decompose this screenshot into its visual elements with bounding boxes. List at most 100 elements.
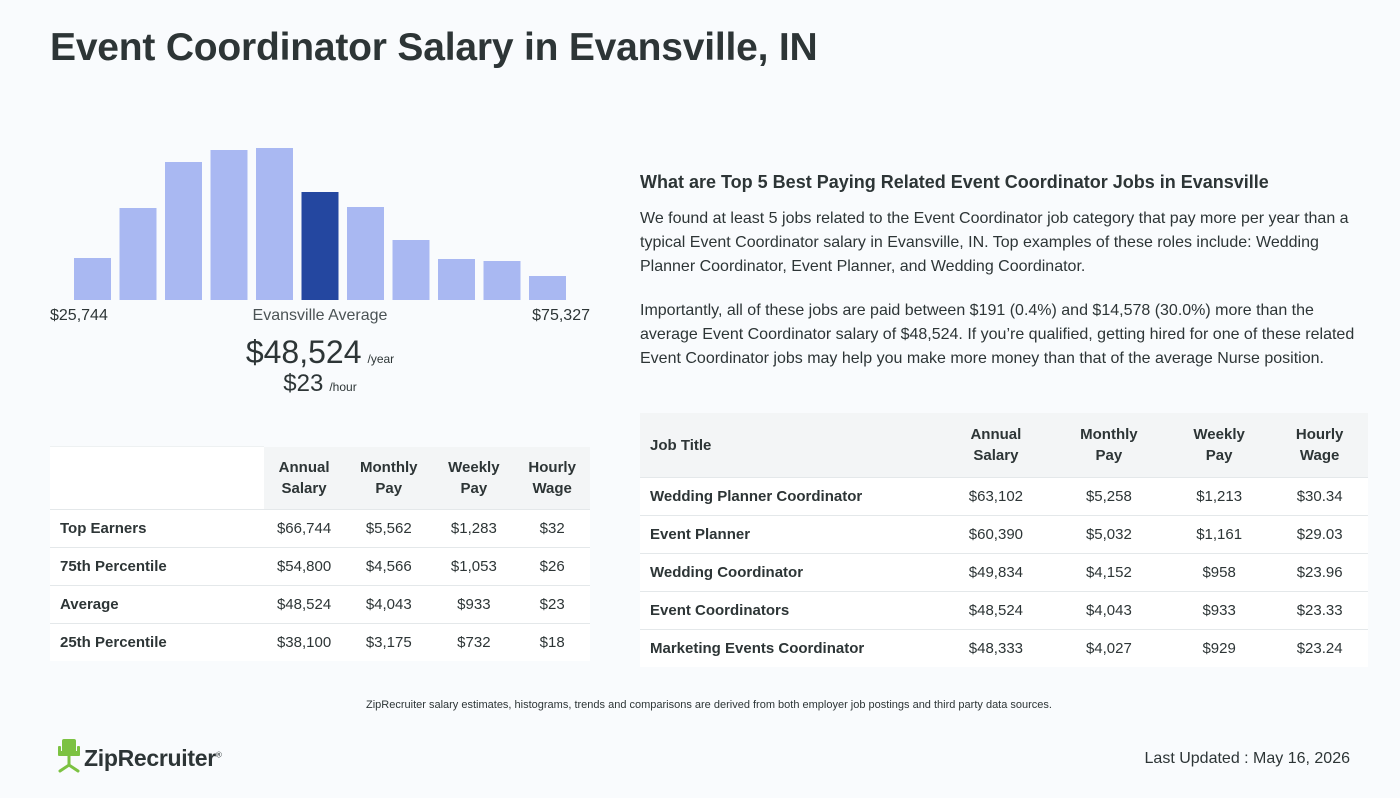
histogram-bar bbox=[347, 207, 384, 300]
logo-text: ZipRecruiter® bbox=[84, 744, 222, 772]
job-row: Marketing Events Coordinator $48,333 $4,02… bbox=[640, 629, 1368, 667]
job-title-cell: Event Coordinators bbox=[640, 591, 941, 630]
related-jobs-table: Job Title Annual Salary Monthly Pay Weekly… bbox=[640, 413, 1368, 667]
header-monthly-pay: Monthly Pay bbox=[1050, 413, 1167, 478]
annual-unit: /year bbox=[367, 352, 395, 366]
histogram-bar bbox=[483, 261, 521, 300]
histogram-bar bbox=[529, 276, 566, 300]
annual-salary-cell: $63,102 bbox=[941, 477, 1051, 516]
histogram-bar bbox=[256, 148, 293, 300]
related-jobs-section: What are Top 5 Best Paying Related Event… bbox=[640, 172, 1368, 391]
header-hourly-wage: Hourly Wage bbox=[514, 446, 590, 510]
weekly-pay-cell: $958 bbox=[1166, 553, 1272, 592]
disclaimer-text: ZipRecruiter salary estimates, histogram… bbox=[366, 699, 1052, 711]
logo-wordmark: ZipRecruiter bbox=[84, 744, 216, 771]
header-job-title: Job Title bbox=[640, 413, 941, 478]
hourly-unit: /hour bbox=[329, 380, 357, 394]
average-salary-block: $48,524/year $23/hour bbox=[50, 336, 590, 396]
job-row: Wedding Planner Coordinator $63,102 $5,258… bbox=[640, 477, 1368, 516]
percentile-row: 25th Percentile $38,100 $3,175 $732 $18 bbox=[50, 623, 590, 661]
header-blank bbox=[50, 446, 264, 510]
annual-salary-cell: $49,834 bbox=[941, 553, 1051, 592]
percentile-row: Top Earners $66,744 $5,562 $1,283 $32 bbox=[50, 509, 590, 548]
hourly-wage-cell: $18 bbox=[514, 623, 590, 661]
histogram-bar bbox=[392, 240, 430, 300]
weekly-pay-cell: $929 bbox=[1166, 629, 1272, 667]
percentile-row: 75th Percentile $54,800 $4,566 $1,053 $26 bbox=[50, 547, 590, 586]
weekly-pay-cell: $933 bbox=[1166, 591, 1272, 630]
header-weekly-pay: Weekly Pay bbox=[433, 446, 515, 510]
percentile-row-label: 75th Percentile bbox=[50, 547, 264, 586]
weekly-pay-cell: $1,053 bbox=[433, 547, 515, 586]
average-hourly-value: $23 bbox=[283, 370, 324, 397]
job-row: Wedding Coordinator $49,834 $4,152 $958 $23.… bbox=[640, 553, 1368, 592]
weekly-pay-cell: $933 bbox=[433, 585, 515, 624]
job-title-cell: Wedding Coordinator bbox=[640, 553, 941, 592]
chair-logo-icon bbox=[58, 738, 80, 778]
header-weekly-pay: Weekly Pay bbox=[1166, 413, 1272, 478]
percentile-row-label: Top Earners bbox=[50, 509, 264, 548]
header-hourly-wage: Hourly Wage bbox=[1271, 413, 1368, 478]
annual-salary-cell: $38,100 bbox=[264, 623, 345, 661]
job-title-cell: Marketing Events Coordinator bbox=[640, 629, 941, 667]
related-jobs-paragraph-1: We found at least 5 jobs related to the … bbox=[640, 210, 1349, 275]
percentile-table-body: Top Earners $66,744 $5,562 $1,283 $32 75th Pe… bbox=[50, 509, 590, 661]
histogram-bar bbox=[74, 258, 111, 300]
jobs-table-body: Wedding Planner Coordinator $63,102 $5,258… bbox=[640, 477, 1368, 667]
percentile-table: Annual Salary Monthly Pay Weekly Pay Hourly… bbox=[50, 446, 590, 661]
last-updated-text: Last Updated : May 16, 2026 bbox=[1144, 750, 1350, 767]
salary-histogram bbox=[50, 130, 590, 300]
histogram-bar-average bbox=[301, 192, 339, 300]
histogram-average-label: Evansville Average bbox=[252, 307, 388, 324]
monthly-pay-cell: $4,566 bbox=[344, 547, 434, 586]
hourly-wage-cell: $23 bbox=[514, 585, 590, 624]
annual-salary-cell: $54,800 bbox=[264, 547, 345, 586]
header-annual-salary: Annual Salary bbox=[941, 413, 1051, 478]
jobs-table-header: Job Title Annual Salary Monthly Pay Weekly… bbox=[640, 413, 1368, 478]
histogram-max-label: $75,327 bbox=[532, 307, 590, 324]
average-annual-value: $48,524 bbox=[245, 334, 362, 370]
page-title: Event Coordinator Salary in Evansville, … bbox=[50, 26, 818, 69]
weekly-pay-cell: $1,213 bbox=[1166, 477, 1272, 516]
weekly-pay-cell: $1,161 bbox=[1166, 515, 1272, 554]
histogram-min-label: $25,744 bbox=[50, 307, 108, 324]
histogram-bar bbox=[210, 150, 248, 300]
monthly-pay-cell: $5,258 bbox=[1050, 477, 1167, 516]
monthly-pay-cell: $3,175 bbox=[344, 623, 434, 661]
annual-salary-cell: $60,390 bbox=[941, 515, 1051, 554]
header-monthly-pay: Monthly Pay bbox=[344, 446, 434, 510]
hourly-wage-cell: $23.33 bbox=[1271, 591, 1368, 630]
weekly-pay-cell: $1,283 bbox=[433, 509, 515, 548]
monthly-pay-cell: $5,032 bbox=[1050, 515, 1167, 554]
histogram-svg bbox=[74, 148, 566, 300]
job-title-cell: Wedding Planner Coordinator bbox=[640, 477, 941, 516]
job-row: Event Planner $60,390 $5,032 $1,161 $29.03 bbox=[640, 515, 1368, 554]
hourly-wage-cell: $30.34 bbox=[1271, 477, 1368, 516]
hourly-wage-cell: $32 bbox=[514, 509, 590, 548]
monthly-pay-cell: $4,043 bbox=[344, 585, 434, 624]
average-annual-line: $48,524/year bbox=[50, 336, 590, 368]
monthly-pay-cell: $4,152 bbox=[1050, 553, 1167, 592]
hourly-wage-cell: $26 bbox=[514, 547, 590, 586]
job-row: Event Coordinators $48,524 $4,043 $933 $23.3… bbox=[640, 591, 1368, 630]
logo-registered-mark: ® bbox=[215, 749, 222, 759]
monthly-pay-cell: $5,562 bbox=[344, 509, 434, 548]
percentile-row-label: 25th Percentile bbox=[50, 623, 264, 661]
weekly-pay-cell: $732 bbox=[433, 623, 515, 661]
hourly-wage-cell: $23.96 bbox=[1271, 553, 1368, 592]
percentile-table-header: Annual Salary Monthly Pay Weekly Pay Hourly… bbox=[50, 446, 590, 510]
annual-salary-cell: $66,744 bbox=[264, 509, 345, 548]
header-annual-salary: Annual Salary bbox=[264, 446, 345, 510]
annual-salary-cell: $48,333 bbox=[941, 629, 1051, 667]
ziprecruiter-logo[interactable]: ZipRecruiter® bbox=[58, 738, 222, 778]
annual-salary-cell: $48,524 bbox=[941, 591, 1051, 630]
histogram-axis-labels: $25,744 Evansville Average $75,327 bbox=[50, 307, 590, 327]
percentile-row-label: Average bbox=[50, 585, 264, 624]
histogram-bar bbox=[119, 208, 157, 300]
percentile-row: Average $48,524 $4,043 $933 $23 bbox=[50, 585, 590, 624]
related-jobs-heading: What are Top 5 Best Paying Related Event… bbox=[640, 172, 1269, 192]
annual-salary-cell: $48,524 bbox=[264, 585, 345, 624]
histogram-bar bbox=[165, 162, 202, 300]
histogram-bar bbox=[438, 259, 475, 300]
monthly-pay-cell: $4,043 bbox=[1050, 591, 1167, 630]
